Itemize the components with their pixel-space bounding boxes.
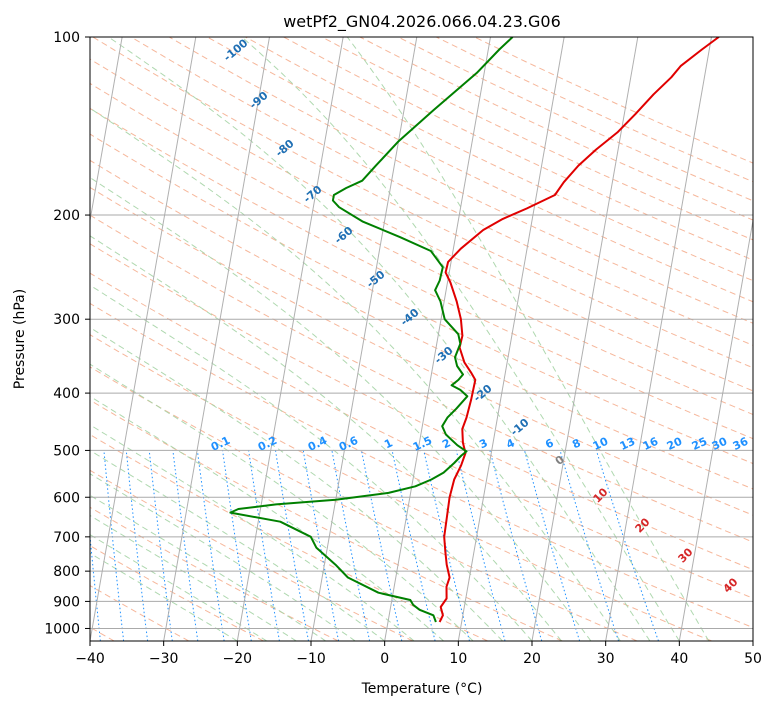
mixing-ratio-line [391, 450, 436, 641]
x-axis-label: Temperature (°C) [361, 681, 483, 697]
x-tick-label: −20 [223, 651, 253, 667]
y-tick-label: 500 [53, 443, 80, 459]
mixing-ratio-label: 10 [591, 435, 611, 453]
dry-adiabat [90, 272, 753, 599]
dry-adiabat [90, 506, 339, 641]
isotherm-line [90, 37, 197, 641]
dry-adiabat [90, 186, 753, 516]
isotherms [90, 37, 753, 641]
mixing-ratio-line [248, 450, 280, 641]
mixing-ratio-line [361, 450, 403, 641]
mixing-ratio-line [103, 450, 125, 641]
pressure-gridlines [90, 37, 753, 629]
dry-adiabats [90, 37, 753, 641]
mixing-ratio-line [559, 450, 620, 641]
dry-adiabat [90, 334, 712, 641]
y-tick-label: 600 [53, 490, 80, 506]
dry-adiabat [90, 58, 753, 392]
moist-adiabats [90, 37, 710, 641]
x-axis: −40 −30 −20 −10 0 10 20 30 40 50 [75, 641, 762, 667]
dry-adiabat [90, 434, 488, 641]
x-tick-label: 30 [597, 651, 615, 667]
mixing-ratio-label: 25 [690, 435, 709, 453]
mixing-ratio-line [222, 450, 252, 641]
y-axis: 100 200 300 400 500 600 700 800 900 1000 [44, 30, 90, 637]
isotherm-line [678, 217, 753, 641]
dry-adiabat [168, 37, 753, 324]
y-tick-label: 1000 [44, 621, 80, 637]
y-axis-label: Pressure (hPa) [12, 289, 28, 389]
isotherm-line [605, 37, 712, 641]
mixing-ratio-line [172, 450, 199, 641]
isotherm-line [310, 37, 418, 641]
x-tick-label: 20 [523, 651, 541, 667]
isotherm-line [531, 37, 639, 641]
moist-adiabat [346, 37, 710, 641]
mixing-ratio-line [125, 450, 149, 641]
isotherm-line [163, 37, 270, 641]
moist-adiabat [90, 107, 621, 641]
mixing-ratio-line [595, 450, 659, 641]
x-tick-label: −30 [149, 651, 179, 667]
x-tick-label: 40 [670, 651, 688, 667]
mixing-ratio-line [423, 450, 470, 641]
y-tick-label: 200 [53, 208, 80, 224]
isotherm-line [384, 37, 491, 641]
mixing-ratio-line [524, 450, 581, 641]
mixing-ratio-line [148, 450, 173, 641]
isotherm-line [90, 37, 123, 224]
isotherm-line [457, 37, 565, 641]
dry-adiabat [207, 37, 753, 303]
mixing-ratio-lines [90, 450, 659, 641]
mixing-ratio-line [196, 450, 225, 641]
x-tick-label: 10 [449, 651, 467, 667]
y-tick-label: 700 [53, 530, 80, 546]
mixing-ratio-line [455, 450, 506, 641]
moist-adiabat [90, 326, 503, 641]
y-tick-label: 900 [53, 594, 80, 610]
x-tick-label: 0 [380, 651, 389, 667]
y-tick-label: 800 [53, 564, 80, 580]
mixing-ratio-label: 13 [618, 435, 637, 453]
dry-adiabat [90, 399, 563, 641]
x-tick-label: −40 [75, 651, 105, 667]
moist-adiabat [90, 449, 385, 641]
y-tick-label: 300 [53, 312, 80, 328]
x-tick-label: 50 [744, 651, 762, 667]
profile-series [229, 37, 720, 623]
isotherm-line [236, 37, 344, 641]
moist-adiabat [90, 395, 444, 641]
moist-adiabat [90, 363, 474, 641]
mixing-ratio-label: 30 [710, 435, 730, 453]
moist-adiabat [90, 473, 356, 641]
mixing-ratio-line [489, 450, 543, 641]
dry-adiabat [90, 302, 753, 629]
moist-adiabat [108, 37, 651, 641]
moist-adiabat [90, 235, 562, 641]
dry-adiabat [90, 366, 638, 641]
profile-line [229, 37, 514, 623]
dry-adiabat [90, 133, 753, 465]
chart-title: wetPf2_GN04.2026.066.04.23.G06 [283, 12, 561, 32]
moist-adiabat [241, 37, 680, 641]
x-tick-label: −10 [296, 651, 326, 667]
mixing-ratio-label: 16 [641, 435, 661, 453]
moist-adiabat [90, 534, 268, 641]
moist-adiabat [90, 176, 592, 641]
dry-adiabat [90, 159, 753, 490]
mixing-ratio-label: 36 [731, 435, 751, 453]
mixing-ratio-label: 20 [665, 435, 685, 453]
y-tick-label: 400 [53, 386, 80, 402]
dry-adiabat [90, 214, 753, 543]
plot-frame [89, 36, 754, 642]
moist-adiabat [90, 552, 238, 641]
dry-adiabat [92, 37, 753, 369]
y-tick-label: 100 [53, 30, 80, 46]
